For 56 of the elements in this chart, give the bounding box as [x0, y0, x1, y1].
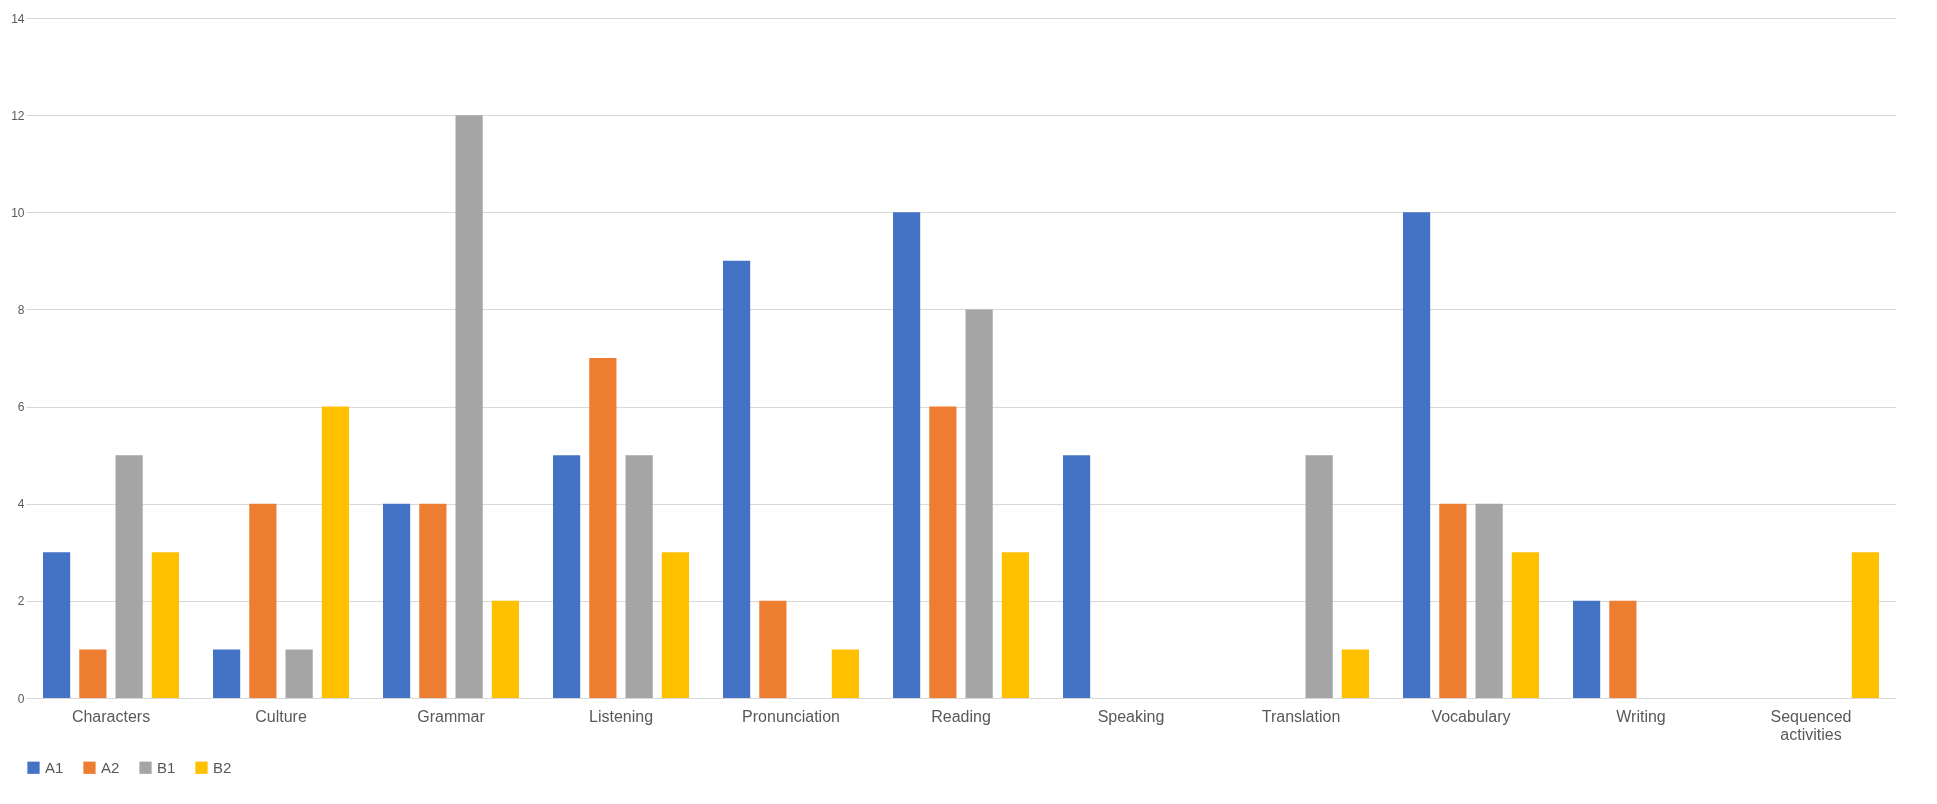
bar — [589, 358, 617, 698]
bar — [213, 649, 241, 698]
legend-label: B1 — [157, 758, 176, 776]
legend-label: B2 — [213, 758, 232, 776]
bar — [625, 455, 653, 698]
x-tick-label: Characters — [71, 707, 151, 725]
bar — [661, 552, 689, 698]
bar — [115, 455, 143, 698]
bar — [79, 649, 107, 698]
y-tick-label: 8 — [17, 302, 25, 317]
bar — [1063, 455, 1091, 698]
bar — [455, 115, 483, 698]
bar — [1341, 649, 1369, 698]
bar — [929, 406, 957, 698]
bar — [965, 309, 993, 698]
legend-label: A2 — [101, 758, 120, 776]
bar — [1403, 212, 1431, 698]
x-tick-label: Listening — [588, 707, 654, 725]
bar — [1439, 503, 1467, 698]
bar — [1001, 552, 1029, 698]
bar — [151, 552, 179, 698]
bar — [1609, 600, 1637, 698]
x-tick-label: Reading — [931, 707, 991, 725]
y-tick-label: 0 — [17, 691, 25, 706]
legend-label: A1 — [45, 758, 64, 776]
bar — [249, 503, 277, 698]
y-tick-label: 14 — [11, 11, 25, 26]
bar — [491, 600, 519, 698]
bar — [285, 649, 313, 698]
x-tick-label: Culture — [255, 707, 307, 725]
bar — [321, 406, 349, 698]
x-tick-label: Grammar — [417, 707, 486, 725]
bar — [553, 455, 581, 698]
y-tick-label: 10 — [11, 205, 25, 220]
bar — [43, 552, 71, 698]
bar — [419, 503, 447, 698]
bar — [383, 503, 411, 698]
x-tick-label: Writing — [1616, 707, 1666, 725]
x-tick-label: Pronunciation — [742, 707, 840, 725]
x-tick-label: Translation — [1261, 707, 1341, 725]
bar — [1573, 600, 1601, 698]
x-tick-label: Sequenced activities — [1770, 707, 1852, 743]
x-tick-label: Vocabulary — [1431, 707, 1511, 725]
y-tick-label: 12 — [11, 108, 25, 123]
y-tick-label: 4 — [17, 497, 25, 512]
bar — [1305, 455, 1333, 698]
bar — [759, 600, 787, 698]
bar — [723, 260, 751, 698]
bar — [893, 212, 921, 698]
bar — [1851, 552, 1879, 698]
y-tick-label: 6 — [17, 400, 25, 415]
x-tick-label: Speaking — [1097, 707, 1165, 725]
bar — [1475, 503, 1503, 698]
bar — [1511, 552, 1539, 698]
bar — [831, 649, 859, 698]
y-tick-label: 2 — [17, 594, 25, 609]
